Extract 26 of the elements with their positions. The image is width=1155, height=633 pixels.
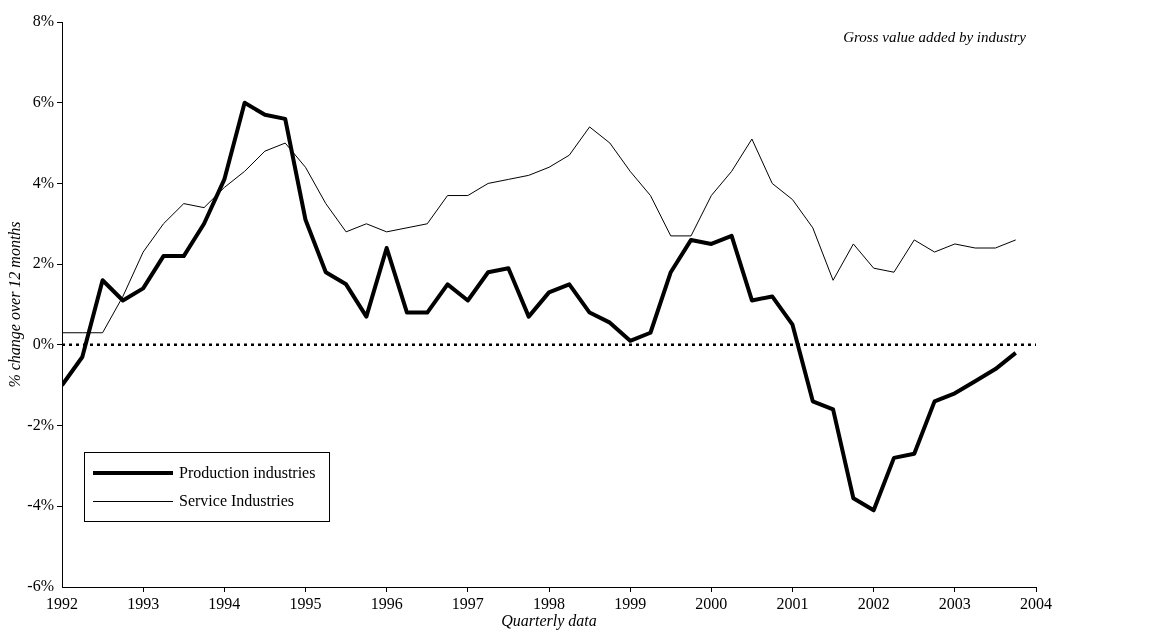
x-tick-label: 1997 bbox=[451, 594, 484, 612]
x-tick-label: 2002 bbox=[857, 594, 890, 612]
y-tick-label: -2% bbox=[27, 415, 54, 433]
legend-label: Service Industries bbox=[179, 492, 295, 510]
y-axis-title: % change over 12 months bbox=[6, 221, 24, 388]
x-tick-label: 1995 bbox=[289, 594, 322, 612]
x-tick-label: 1996 bbox=[370, 594, 403, 612]
x-tick-label: 2000 bbox=[695, 594, 728, 612]
y-tick-label: 2% bbox=[32, 254, 54, 272]
y-tick-label: 4% bbox=[32, 173, 54, 191]
y-tick-label: -4% bbox=[27, 496, 54, 514]
x-axis-title: Quarterly data bbox=[501, 612, 597, 630]
x-tick-label: 1993 bbox=[127, 594, 160, 612]
x-tick-label: 1999 bbox=[614, 594, 647, 612]
y-tick-label: 0% bbox=[32, 335, 54, 353]
x-tick-label: 1998 bbox=[533, 594, 565, 612]
x-tick-label: 1992 bbox=[46, 594, 78, 612]
x-tick-label: 2001 bbox=[776, 594, 809, 612]
y-tick-label: -6% bbox=[27, 577, 54, 595]
y-tick-label: 6% bbox=[32, 92, 54, 110]
x-tick-label: 1994 bbox=[208, 594, 241, 612]
legend-label: Production industries bbox=[179, 464, 316, 482]
x-tick-label: 2004 bbox=[1020, 594, 1052, 612]
y-tick-label: 8% bbox=[32, 12, 54, 30]
x-tick-label: 2003 bbox=[938, 594, 971, 612]
chart-title: Gross value added by industry bbox=[843, 29, 1027, 45]
